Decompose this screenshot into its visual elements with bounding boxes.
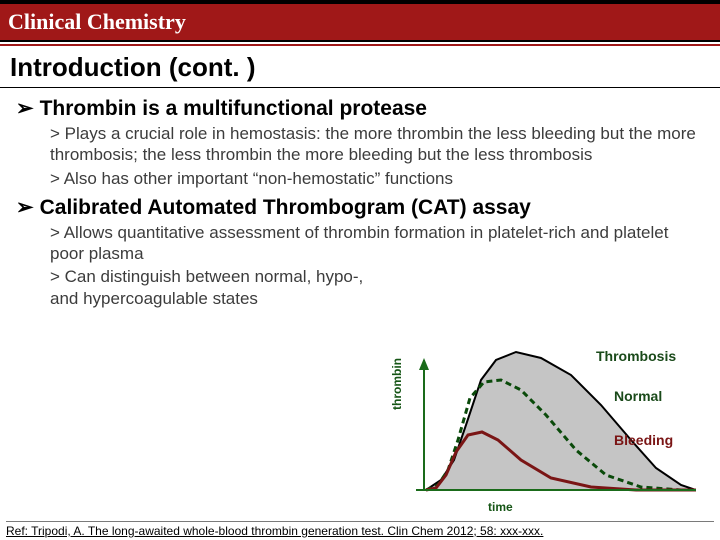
- bullet-1-sub-2: > Also has other important “non-hemostat…: [16, 168, 704, 189]
- journal-title: Clinical Chemistry: [8, 9, 186, 35]
- chart-svg: [396, 340, 696, 510]
- bullet-2: ➢ Calibrated Automated Thrombogram (CAT) …: [16, 195, 704, 220]
- header-bar: Clinical Chemistry: [0, 0, 720, 42]
- bullet-arrow-icon: ➢: [16, 196, 34, 219]
- bullet-1-text: Thrombin is a multifunctional protease: [40, 97, 427, 120]
- bullet-1: ➢ Thrombin is a multifunctional protease: [16, 96, 704, 121]
- slide-title: Introduction (cont. ): [0, 46, 720, 88]
- bullet-arrow-icon: ➢: [16, 97, 34, 120]
- bullet-2-sub-2: > Can distinguish between normal, hypo-,…: [16, 266, 704, 309]
- content-area: ➢Thrombin is a multifunctional protease …: [0, 88, 720, 309]
- y-axis-label: thrombin: [390, 358, 404, 410]
- bullet-2-sub-1: > Allows quantitative assessment of thro…: [16, 222, 704, 265]
- thrombogram-chart: thrombin time ThrombosisNormalBleeding: [396, 340, 696, 510]
- x-axis-label: time: [488, 500, 513, 514]
- bullet-2-text: Calibrated Automated Thrombogram (CAT) a…: [40, 196, 531, 219]
- bullet-1-sub-1: > Plays a crucial role in hemostasis: th…: [16, 123, 704, 166]
- reference: Ref: Tripodi, A. The long-awaited whole-…: [6, 521, 714, 538]
